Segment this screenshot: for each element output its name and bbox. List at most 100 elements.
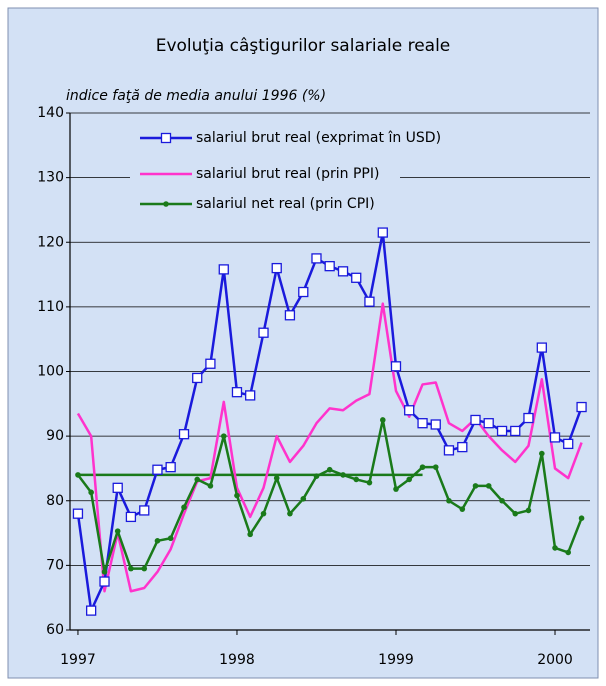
point	[128, 565, 134, 572]
point	[512, 510, 519, 517]
legend-marker	[163, 201, 169, 207]
point	[112, 482, 123, 493]
legend-label: salariul brut real (exprimat în USD)	[196, 130, 441, 146]
x-tick-label: 1997	[60, 652, 96, 668]
point	[298, 286, 309, 298]
point	[192, 372, 203, 384]
point	[271, 262, 282, 274]
series-line	[76, 302, 583, 593]
point	[539, 450, 545, 457]
point	[552, 545, 558, 551]
point	[247, 531, 253, 538]
point	[485, 483, 492, 489]
point	[75, 472, 81, 478]
point	[499, 497, 505, 504]
point	[245, 390, 256, 401]
point	[353, 476, 360, 483]
legend-marker	[160, 132, 172, 144]
x-tick-label: 1999	[378, 652, 414, 668]
point	[563, 438, 574, 450]
point	[141, 565, 148, 572]
point	[404, 405, 415, 416]
point	[419, 464, 426, 470]
point	[300, 496, 307, 502]
point	[364, 296, 375, 307]
point	[205, 358, 216, 369]
point	[417, 418, 428, 429]
y-tick-label: 140	[37, 105, 64, 121]
point	[366, 479, 373, 486]
point	[167, 535, 174, 542]
point	[446, 497, 452, 504]
point	[340, 472, 346, 478]
point	[432, 464, 439, 470]
point	[99, 576, 110, 587]
point	[390, 361, 402, 372]
point	[393, 486, 399, 492]
point	[101, 569, 108, 575]
y-tick-label: 80	[46, 493, 64, 509]
x-tick-label: 2000	[537, 652, 573, 668]
point	[284, 310, 296, 321]
point	[234, 492, 240, 499]
point	[470, 414, 481, 426]
point	[483, 418, 494, 429]
point	[125, 511, 137, 523]
point	[260, 510, 267, 517]
point	[85, 605, 97, 616]
point	[220, 433, 227, 439]
y-tick-label: 90	[46, 428, 64, 444]
point	[576, 401, 587, 413]
point	[565, 549, 572, 556]
point	[379, 417, 386, 423]
y-tick-label: 100	[37, 364, 64, 380]
point	[326, 466, 333, 473]
point	[510, 425, 521, 437]
point	[313, 473, 320, 479]
x-tick-label: 1998	[219, 652, 255, 668]
y-tick-label: 130	[37, 170, 64, 186]
point	[287, 510, 293, 517]
point	[258, 327, 269, 338]
point	[459, 506, 466, 512]
point	[165, 461, 176, 473]
point	[154, 538, 161, 544]
point	[430, 419, 441, 430]
point	[114, 528, 121, 534]
point	[178, 429, 190, 440]
legend-label: salariul brut real (prin PPI)	[196, 166, 379, 182]
point	[406, 476, 412, 483]
point	[311, 253, 322, 264]
legend-label: salariul net real (prin CPI)	[196, 196, 375, 212]
point	[549, 432, 561, 443]
point	[351, 272, 362, 283]
point	[72, 508, 84, 519]
point	[443, 445, 455, 456]
y-tick-label: 120	[37, 234, 64, 250]
point	[152, 464, 163, 475]
chart-background	[7, 7, 599, 679]
point	[457, 441, 468, 453]
point	[273, 475, 280, 481]
y-tick-label: 60	[46, 622, 64, 638]
point	[207, 483, 214, 489]
point	[181, 504, 187, 511]
point	[337, 266, 349, 277]
point	[377, 227, 388, 238]
point	[324, 261, 335, 272]
point	[139, 505, 150, 516]
y-tick-label: 110	[37, 299, 64, 315]
point	[496, 425, 508, 437]
point	[536, 342, 547, 353]
point	[525, 507, 532, 514]
y-tick-label: 70	[46, 557, 64, 573]
point	[218, 264, 229, 275]
point	[523, 412, 534, 424]
point	[194, 476, 201, 483]
point	[88, 489, 94, 496]
y-axis-label: indice faţă de media anului 1996 (%)	[66, 88, 326, 104]
point	[472, 483, 479, 489]
chart-title: Evoluţia câştigurilor salariale reale	[156, 36, 451, 56]
point	[231, 387, 243, 398]
